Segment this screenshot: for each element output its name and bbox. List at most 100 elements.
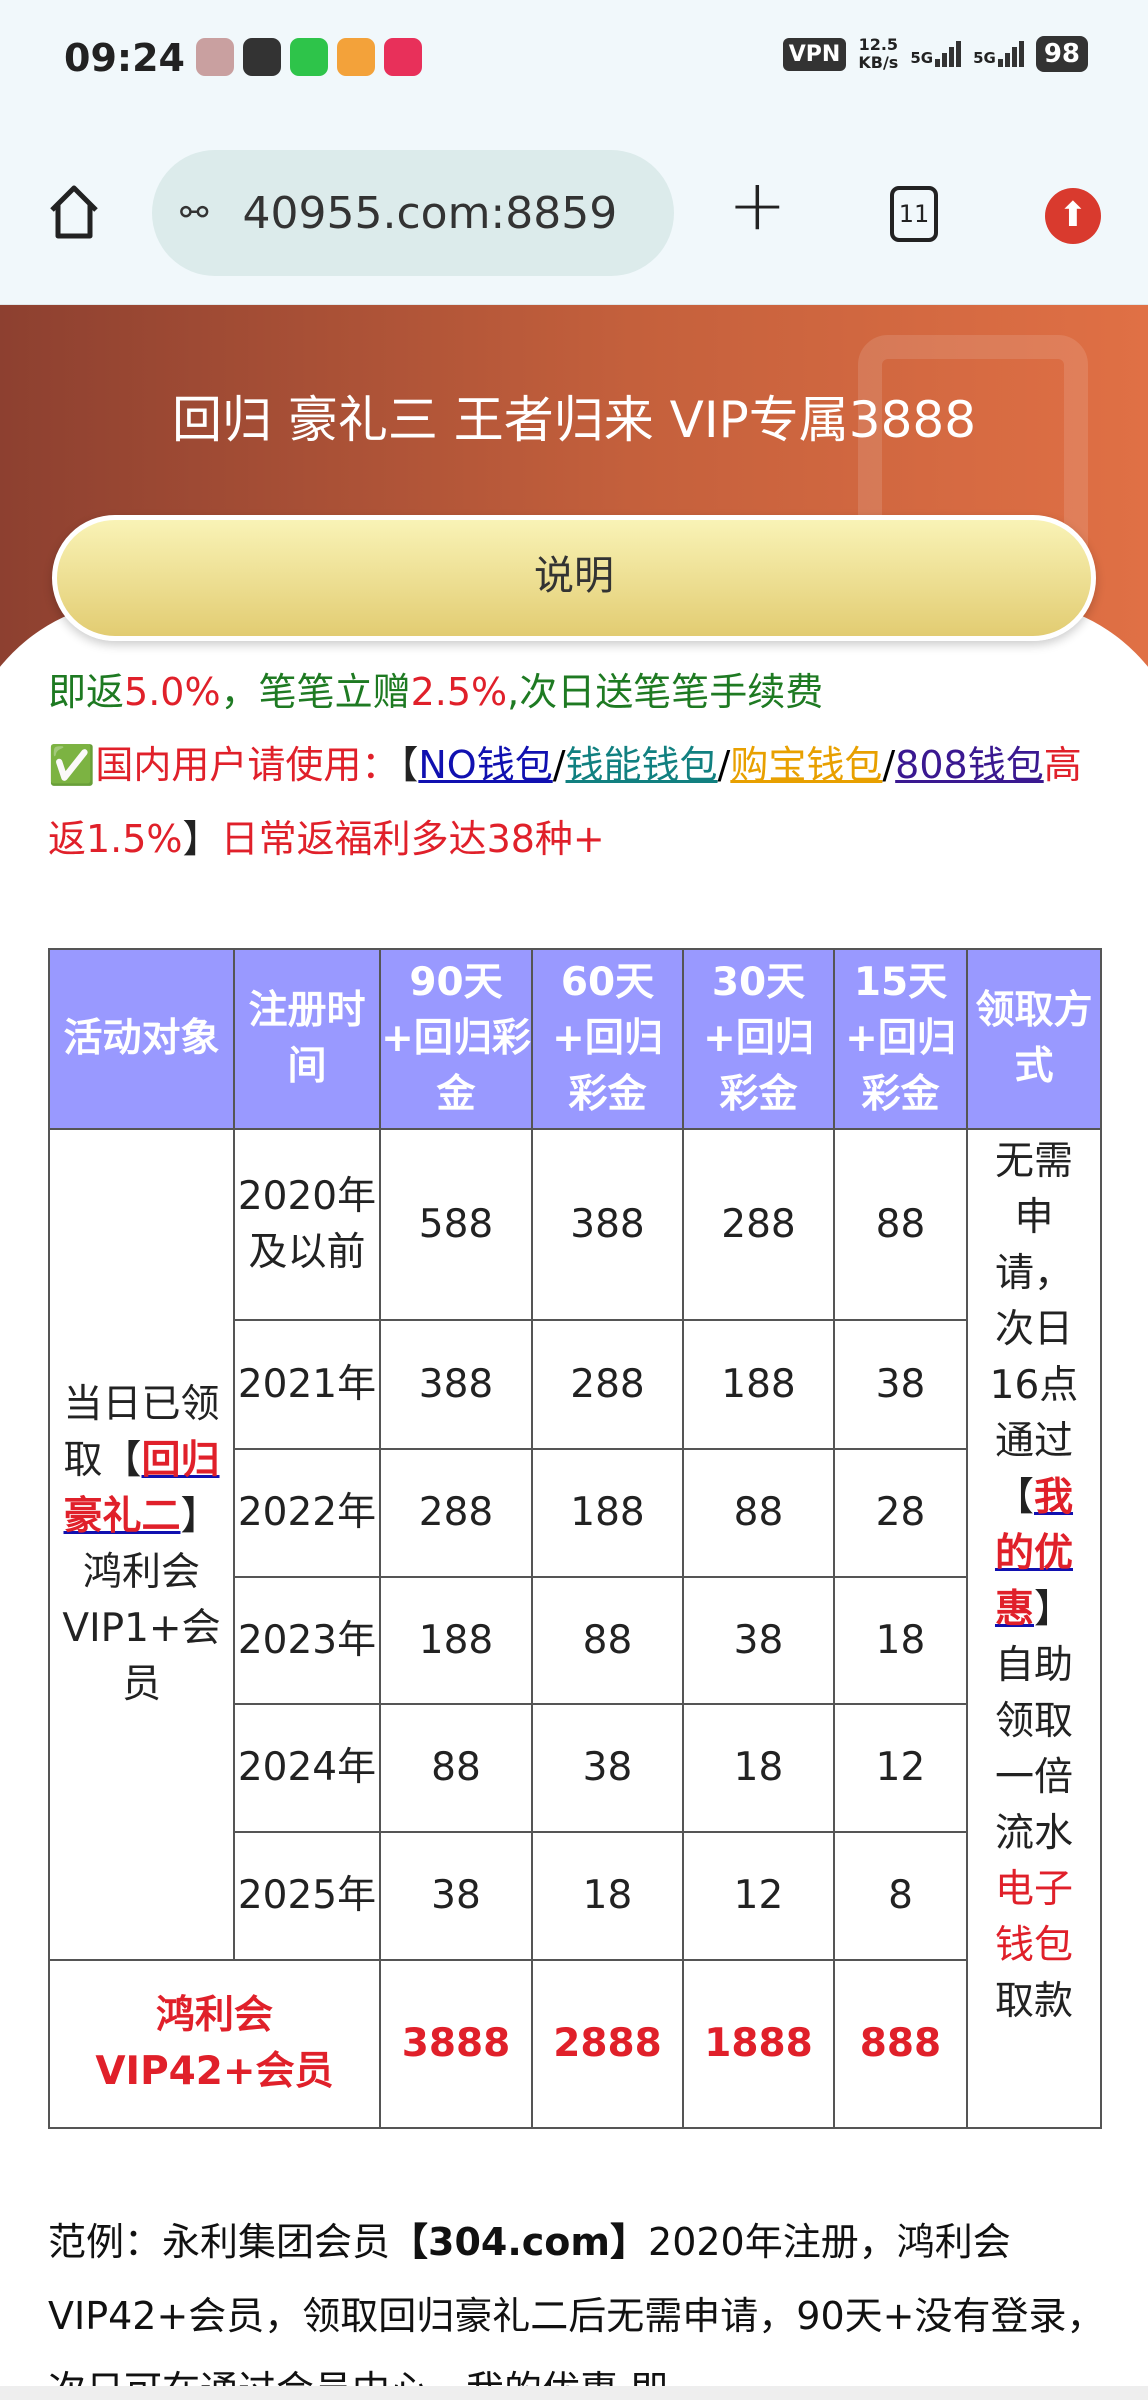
intro-segment: 5.0% [124,670,221,714]
notification-icons [196,38,422,76]
speed-value: 12.5 [858,35,899,54]
page-title: 回归 豪礼三 王者归来 VIP专属3888 [171,391,977,449]
separator: / [882,743,896,787]
separator: / [552,743,566,787]
table-row-vip42: 鸿利会VIP42+会员 3888 2888 1888 888 [48,1959,1101,2129]
network-speed: 12.5 KB/s [858,36,898,72]
target-post: 鸿利会VIP1+会员 [62,1549,221,1707]
update-icon[interactable]: ⬆ [1045,188,1101,244]
speed-unit: KB/s [858,53,899,72]
target-pre: 当日已领取 [63,1381,220,1483]
target-cell: 当日已领取【回归豪礼二】鸿利会VIP1+会员 [48,1128,235,1961]
column-header: 活动对象 [48,948,235,1130]
table-row: 2022年 288 188 88 28 [49,1448,1101,1578]
year-cell: 2023年 [233,1576,381,1705]
year-cell: 2021年 [233,1319,381,1450]
status-bar: 09:24 VPN 12.5 KB/s 5G 5G 98 [0,0,1148,120]
method-pre: 无需申请，次日16点通过 [989,1139,1079,1464]
content-background [0,600,1148,1000]
link-my-offers[interactable]: 我的优惠 [994,1475,1074,1632]
bonus-cell: 88 [833,1128,968,1321]
link-return-gift-2[interactable]: 回归豪礼二 [63,1437,220,1539]
vip42-bonus-cell: 2888 [531,1959,684,2129]
table-row: 2021年 388 288 188 38 [49,1319,1101,1450]
bonus-cell: 12 [682,1831,835,1961]
column-header: 15天+回归彩金 [833,948,968,1130]
battery-icon: 98 [1035,36,1088,72]
description-button[interactable]: 说明 [52,515,1096,641]
bonus-table: 活动对象 注册时间 90天+回归彩金 60天+回归彩金 30天+回归彩金 15天+回归彩金… [48,948,1102,2129]
method-wallet: 电子钱包 [994,1867,1073,1968]
bonus-cell: 12 [833,1703,968,1833]
bonus-cell: 88 [531,1576,684,1705]
bonus-cell: 288 [531,1319,684,1450]
domestic-label: 国内用户请使用： [95,743,400,787]
bonus-cell: 38 [379,1831,533,1961]
bonus-cell: 8 [833,1831,968,1961]
address-bar[interactable]: ⚯ 40955.com:8859 [152,150,674,276]
bonus-cell: 18 [531,1831,684,1961]
column-header: 注册时间 [233,948,381,1130]
signal-label: 5G [910,49,934,67]
bonus-cell: 188 [531,1448,684,1578]
column-header: 90天+回归彩金 [379,948,533,1130]
bonus-cell: 28 [833,1448,968,1578]
method-post: 取款 [994,1979,1073,2024]
vpn-icon: VPN [782,37,847,71]
bracket: 】 [182,817,221,861]
check-icon: ✅ [48,743,96,787]
bonus-cell: 88 [379,1703,533,1833]
column-header: 60天+回归彩金 [531,948,684,1130]
app-notification-icon [196,38,234,76]
new-tab-icon[interactable]: + [728,164,787,246]
app-notification-icon [384,38,422,76]
site-settings-icon[interactable]: ⚯ [180,193,209,233]
bonus-cell: 38 [833,1319,968,1450]
year-cell: 2020年及以前 [233,1128,381,1321]
method-cell: 无需申请，次日16点通过【我的优惠】自助领取一倍流水电子钱包取款 [966,1128,1102,2129]
link-qianneng-wallet[interactable]: 钱能钱包 [565,743,718,787]
link-no-wallet[interactable]: NO钱包 [418,743,553,787]
intro-segment: 即返 [48,670,125,714]
intro-segment: 2.5% [410,670,508,714]
column-header: 领取方式 [966,948,1102,1130]
bonus-cell: 18 [833,1576,968,1705]
bracket: 【 [399,743,419,787]
signal-icon: 5G [973,41,1024,67]
vip42-bonus-cell: 3888 [379,1959,533,2129]
signal-icon: 5G [910,41,962,67]
daily-benefits: 日常返福利多达38种+ [220,817,605,861]
vip42-label: 鸿利会VIP42+会员 [48,1959,381,2129]
vip42-bonus-cell: 888 [833,1959,968,2129]
example-text: 范例：永利集团会员【304.com】2020年注册，鸿利会VIP42+会员，领取… [48,2205,1108,2390]
method-mid: 自助领取一倍流水 [994,1643,1073,1856]
browser-toolbar: ⚯ 40955.com:8859 + 11 ⬆ [0,120,1148,305]
bonus-cell: 88 [682,1448,835,1578]
column-header: 30天+回归彩金 [682,948,835,1130]
intro-segment: ，笔笔立赠 [220,670,411,714]
url-text[interactable]: 40955.com:8859 [242,187,618,239]
link-808-wallet[interactable]: 808钱包 [895,743,1044,787]
bonus-cell: 388 [379,1319,533,1450]
example-domain: 【304.com】 [390,2220,649,2264]
bottom-bar [0,2386,1148,2400]
table-row: 2024年 88 38 18 12 [49,1703,1101,1833]
bonus-cell: 288 [379,1448,533,1578]
bonus-cell: 38 [682,1576,835,1705]
bonus-cell: 388 [531,1128,684,1321]
year-cell: 2025年 [233,1831,381,1961]
home-icon[interactable] [44,182,104,242]
example-pre: 范例：永利集团会员 [48,2220,391,2264]
app-notification-icon [290,38,328,76]
link-goubao-wallet[interactable]: 购宝钱包 [730,743,883,787]
year-cell: 2022年 [233,1448,381,1578]
app-notification-icon [337,38,375,76]
clock: 09:24 [64,36,185,80]
signal-label: 5G [973,49,996,67]
intro-segment: ,次日送笔笔手续费 [507,670,824,714]
alipay-notification-icon [243,38,281,76]
table-row: 2025年 38 18 12 8 [49,1831,1101,1961]
tab-switcher-button[interactable]: 11 [890,186,938,242]
bonus-cell: 188 [379,1576,533,1705]
bonus-cell: 288 [682,1128,835,1321]
